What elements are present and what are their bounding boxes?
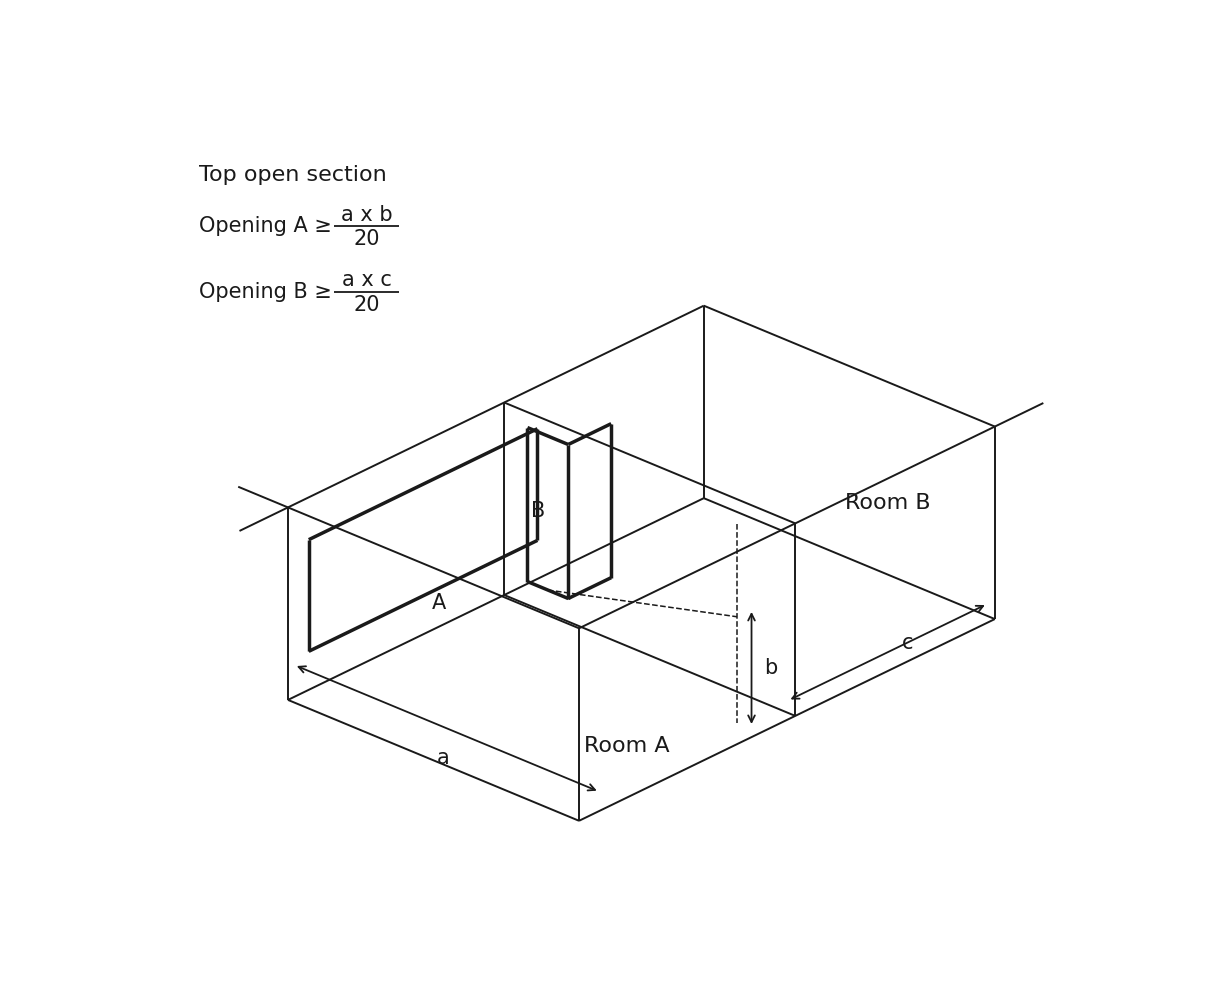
Text: 20: 20 xyxy=(354,294,379,315)
Text: 20: 20 xyxy=(354,229,379,249)
Text: Opening B ≥: Opening B ≥ xyxy=(200,282,333,301)
Text: a x c: a x c xyxy=(341,271,392,290)
Text: a: a xyxy=(436,748,450,768)
Text: c: c xyxy=(902,633,913,653)
Text: Room A: Room A xyxy=(584,736,669,757)
Text: Opening A ≥: Opening A ≥ xyxy=(200,216,333,236)
Text: Room B: Room B xyxy=(845,493,931,513)
Text: A: A xyxy=(431,593,446,614)
Text: b: b xyxy=(764,658,777,678)
Text: Top open section: Top open section xyxy=(200,165,387,185)
Text: a x b: a x b xyxy=(341,205,392,225)
Text: B: B xyxy=(531,501,546,521)
